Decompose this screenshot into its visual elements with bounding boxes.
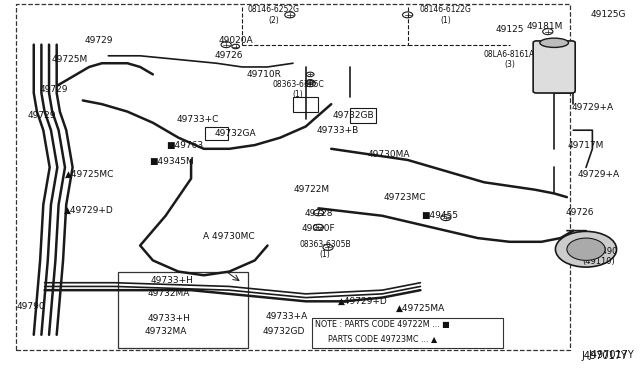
Text: 49732GB: 49732GB (333, 111, 374, 120)
Text: 49723MC: 49723MC (383, 193, 426, 202)
Text: ▲49725MA: ▲49725MA (396, 304, 445, 313)
Text: 49733+H: 49733+H (150, 276, 193, 285)
Text: J497017Y: J497017Y (589, 350, 634, 360)
Text: 49732MA: 49732MA (145, 327, 187, 336)
Text: A 49730MC: A 49730MC (204, 232, 255, 241)
Text: 08146-6122G
(1): 08146-6122G (1) (420, 5, 472, 25)
Text: ■49345M: ■49345M (150, 157, 195, 166)
Text: 49729: 49729 (27, 111, 56, 120)
Text: 49729: 49729 (40, 85, 68, 94)
Text: 49729+A: 49729+A (578, 170, 620, 179)
Ellipse shape (540, 38, 568, 47)
Text: ▲49725MC: ▲49725MC (65, 170, 114, 179)
Text: 49125: 49125 (495, 25, 524, 34)
Text: 49733+A: 49733+A (266, 312, 308, 321)
Text: 49710R: 49710R (247, 70, 282, 79)
Text: 49732GD: 49732GD (262, 327, 305, 336)
Text: 49726: 49726 (215, 51, 244, 60)
Text: 49733+H: 49733+H (147, 314, 190, 323)
Text: 49020A: 49020A (218, 36, 253, 45)
Text: 49125G: 49125G (591, 10, 626, 19)
Text: ■49763: ■49763 (166, 141, 204, 150)
Text: 49733+C: 49733+C (176, 115, 219, 124)
Text: NOTE : PARTS CODE 49722M ... ■: NOTE : PARTS CODE 49722M ... ■ (315, 320, 449, 329)
Text: 49732GA: 49732GA (215, 129, 257, 138)
Text: 49728: 49728 (304, 209, 333, 218)
Text: 08363-6305B
(1): 08363-6305B (1) (299, 240, 351, 259)
Text: 08363-6305C
(1): 08363-6305C (1) (272, 80, 324, 99)
Text: 49717M: 49717M (568, 141, 604, 150)
Text: 49790: 49790 (16, 302, 45, 311)
Text: ■49455: ■49455 (421, 211, 458, 220)
Text: 49181M: 49181M (527, 22, 563, 31)
Text: 08LA6-8161A
(3): 08LA6-8161A (3) (484, 50, 535, 69)
Text: ▲49729+D: ▲49729+D (64, 206, 114, 215)
Text: ▲49729+D: ▲49729+D (338, 297, 388, 306)
Text: 49732MA: 49732MA (148, 289, 190, 298)
Text: SEC. 490
(49110): SEC. 490 (49110) (580, 247, 618, 266)
Text: 49729: 49729 (84, 36, 113, 45)
Text: PARTS CODE 49723MC ... ▲: PARTS CODE 49723MC ... ▲ (328, 334, 436, 343)
Text: 49726: 49726 (565, 208, 594, 217)
Text: 49729+A: 49729+A (572, 103, 613, 112)
Text: 49020F: 49020F (301, 224, 335, 233)
Text: 49722M: 49722M (294, 185, 330, 194)
Text: J497017Y: J497017Y (582, 351, 627, 361)
Text: 49733+B: 49733+B (316, 126, 358, 135)
Circle shape (556, 231, 616, 267)
Text: 08146-6252G
(2): 08146-6252G (2) (248, 5, 300, 25)
Text: 49725M: 49725M (52, 55, 88, 64)
FancyBboxPatch shape (533, 41, 575, 93)
Text: 49730MA: 49730MA (367, 150, 410, 159)
Circle shape (567, 238, 605, 260)
